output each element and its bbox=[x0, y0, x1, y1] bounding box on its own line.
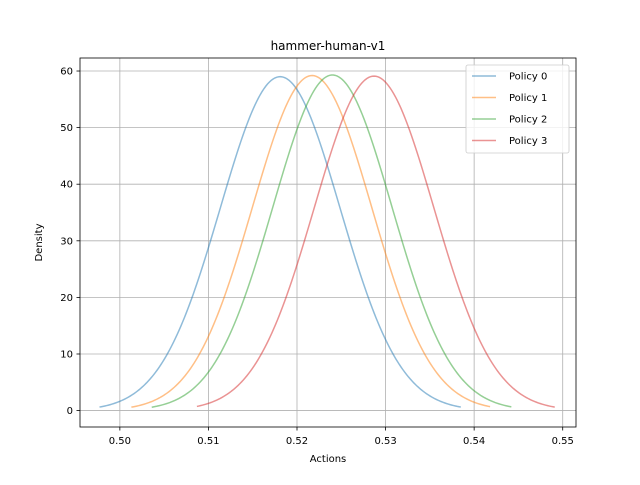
x-tick-label: 0.51 bbox=[197, 436, 219, 447]
y-tick-label: 50 bbox=[60, 123, 73, 134]
series-line-policy-1 bbox=[131, 74, 491, 408]
y-tick-label: 60 bbox=[60, 67, 73, 78]
y-tick-label: 40 bbox=[60, 180, 73, 191]
legend-box bbox=[465, 64, 570, 154]
x-tick-label: 0.53 bbox=[374, 436, 396, 447]
series-line-policy-3 bbox=[196, 75, 555, 408]
x-tick-label: 0.55 bbox=[552, 436, 574, 447]
y-tick-label: 0 bbox=[67, 406, 73, 417]
legend-label-policy-2: Policy 2 bbox=[509, 115, 547, 126]
series-line-policy-0 bbox=[99, 75, 461, 408]
series-line-policy-2 bbox=[151, 74, 512, 408]
legend-label-policy-0: Policy 0 bbox=[509, 72, 547, 83]
legend-label-policy-1: Policy 1 bbox=[509, 93, 547, 104]
legend: Policy 0 Policy 1 Policy 2 Policy 3 bbox=[465, 64, 570, 154]
y-tick-label: 20 bbox=[60, 293, 73, 304]
y-tick-label: 30 bbox=[60, 236, 73, 247]
x-axis-ticks: 0.50 0.51 0.52 0.53 0.54 0.55 bbox=[109, 427, 574, 447]
x-tick-label: 0.54 bbox=[463, 436, 485, 447]
grid bbox=[80, 58, 576, 427]
chart-title: hammer-human-v1 bbox=[271, 39, 386, 53]
y-axis-ticks: 0 10 20 30 40 50 60 bbox=[60, 67, 80, 417]
y-axis-label: Density bbox=[34, 223, 45, 261]
plot-frame bbox=[79, 57, 577, 428]
legend-label-policy-3: Policy 3 bbox=[509, 136, 547, 147]
x-tick-label: 0.50 bbox=[109, 436, 131, 447]
legend-items: Policy 0 Policy 1 Policy 2 Policy 3 bbox=[472, 72, 547, 147]
x-tick-label: 0.52 bbox=[286, 436, 308, 447]
series-lines bbox=[99, 74, 555, 408]
x-axis-label: Actions bbox=[310, 454, 347, 465]
y-tick-label: 10 bbox=[60, 349, 73, 360]
